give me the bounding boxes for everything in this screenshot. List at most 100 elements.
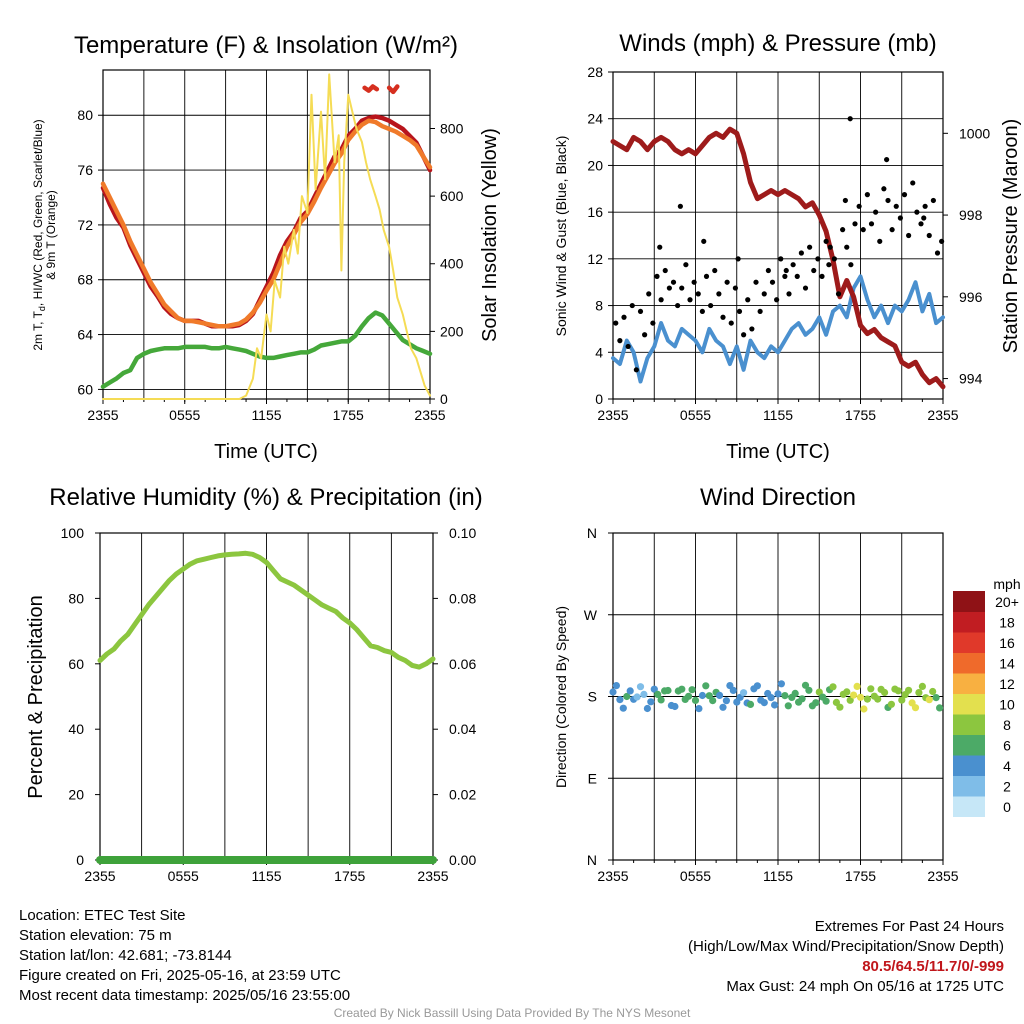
wdir-point — [616, 696, 624, 704]
wdir-point — [636, 683, 645, 691]
wdir-point — [822, 697, 830, 705]
gust-point — [629, 302, 635, 309]
gust-point — [802, 285, 809, 291]
gust-point — [815, 256, 821, 262]
wdir-point — [836, 703, 844, 711]
wdir-point — [905, 686, 913, 694]
wdir-point — [729, 686, 737, 695]
gust-point — [819, 273, 825, 279]
legend-unit: mph — [993, 576, 1020, 592]
gust-point — [701, 238, 707, 244]
temp-series-hi_scarlet — [386, 84, 400, 95]
wdir-point — [671, 702, 679, 711]
temp-ylabel-part: 2m T, T — [31, 310, 45, 350]
gust-point — [934, 250, 941, 256]
winds-ytick-label: 8 — [595, 298, 603, 314]
temp-ylabel-line2: & 9m T (Orange) — [44, 190, 58, 280]
wdir-xtick-label: 1755 — [845, 868, 876, 884]
gust-point — [650, 320, 656, 326]
gust-point — [712, 267, 718, 274]
gust-point — [860, 227, 866, 233]
wdir-point — [860, 705, 868, 713]
gust-point — [840, 227, 846, 233]
wdir-point — [609, 688, 617, 696]
gust-point — [666, 285, 672, 291]
gust-point — [811, 267, 817, 274]
temp-ytick-label: 64 — [77, 327, 93, 343]
extremes-values: 80.5/64.5/11.7/0/-999 — [862, 958, 1004, 975]
gust-point — [885, 197, 891, 204]
speed-legend: mph 0 2 4 6 8 10 12 14 16 18 20+ — [953, 576, 1021, 817]
temp-xtick-label: 1755 — [333, 407, 364, 423]
gust-point — [864, 192, 870, 198]
gust-point — [625, 343, 631, 350]
station-location: Location: ETEC Test Site — [19, 907, 186, 924]
gust-point — [732, 285, 738, 291]
winds-xtick-label: 2355 — [927, 407, 958, 423]
wdir-point — [719, 703, 727, 711]
wdir-point — [664, 686, 672, 695]
gust-point — [893, 203, 899, 209]
gust-point — [679, 285, 685, 291]
wdir-point — [867, 685, 875, 693]
wdir-point — [657, 696, 665, 704]
station-latlon: Station lat/lon: 42.681; -73.8144 — [19, 947, 232, 964]
gust-point — [889, 227, 895, 233]
temp-xtick-label: 0555 — [169, 407, 200, 423]
wdir-point — [623, 692, 631, 701]
winds-ytick-label: 28 — [587, 64, 603, 80]
gust-point — [884, 156, 890, 163]
extremes-subheading: (High/Low/Max Wind/Precipitation/Snow De… — [688, 938, 1004, 955]
gust-point — [906, 232, 912, 239]
rh-ytick-label: 40 — [68, 721, 84, 737]
gust-point — [642, 332, 648, 338]
temp-ytick-label: 80 — [77, 107, 93, 123]
wdir-point — [863, 695, 872, 703]
wdir-point — [850, 691, 858, 699]
legend-label: 6 — [1003, 738, 1011, 754]
gust-point — [823, 238, 829, 244]
winds-ytick-label: 16 — [587, 204, 603, 220]
gust-point — [807, 244, 813, 250]
gust-point — [798, 250, 804, 256]
wdir-point — [812, 699, 820, 707]
wdir-point — [643, 704, 652, 713]
wdir-point — [936, 704, 944, 712]
wdir-point — [856, 693, 865, 701]
wdir-point — [881, 688, 889, 697]
wdir-point — [695, 705, 703, 713]
gust-point — [741, 332, 747, 338]
gust-point — [847, 116, 853, 122]
winds-series-wind_blue — [611, 274, 945, 384]
gust-point — [753, 279, 759, 285]
gust-point — [769, 279, 776, 285]
wdir-xtick-label: 0555 — [680, 868, 711, 884]
temp-ytick-label: 72 — [77, 217, 93, 233]
temp-ylabel-sub: d — [37, 306, 47, 311]
wdir-point — [753, 682, 762, 690]
gust-point — [633, 367, 639, 373]
wdir-xtick-label: 1155 — [763, 868, 793, 884]
wdir-ytick-label: W — [584, 607, 598, 623]
gust-point — [790, 262, 796, 268]
temp-y2tick-label: 200 — [440, 323, 464, 339]
gust-point — [831, 256, 837, 262]
gust-point — [778, 256, 784, 262]
legend-swatch — [953, 734, 985, 756]
gust-point — [637, 308, 644, 315]
gust-point — [728, 320, 734, 326]
wdir-ytick-label: E — [588, 770, 597, 786]
gust-point — [873, 209, 879, 215]
gust-point — [695, 291, 701, 297]
gust-point — [827, 244, 833, 250]
temp-title: Temperature (F) & Insolation (W/m²) — [74, 32, 458, 59]
gust-point — [662, 267, 668, 274]
rh-y2tick-label: 0.10 — [449, 525, 476, 541]
gust-point — [720, 314, 726, 320]
temp-xtick-label: 2355 — [87, 407, 118, 423]
legend-label: 12 — [999, 676, 1015, 692]
winds-xtick-label: 1155 — [763, 407, 793, 423]
wdir-point — [777, 680, 786, 688]
gust-point — [691, 279, 697, 285]
